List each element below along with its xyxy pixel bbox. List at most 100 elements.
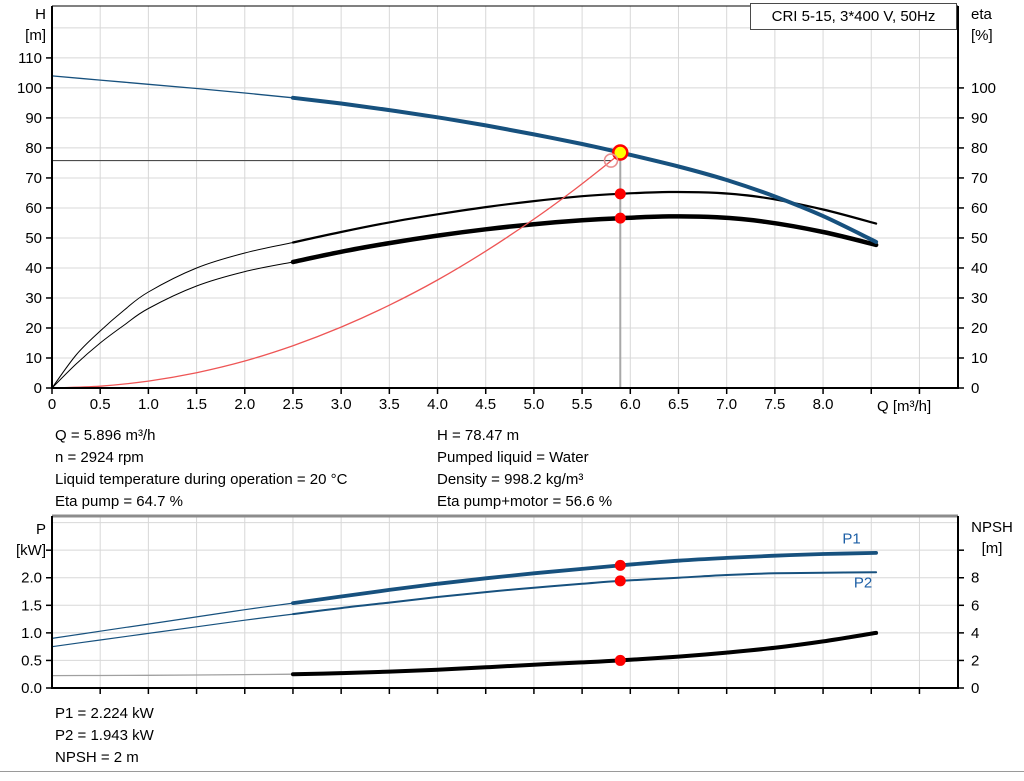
y-left-tick-label: 2.0 xyxy=(21,570,42,587)
y-left-tick-label: 1.5 xyxy=(21,597,42,614)
y-right-tick-label: 20 xyxy=(971,320,988,337)
x-tick-label: 6.5 xyxy=(668,396,689,413)
bottom-divider xyxy=(0,771,1024,772)
y-right-tick-label: 0 xyxy=(971,380,979,397)
y-right-tick-label: 6 xyxy=(971,597,979,614)
power-line-p2: P2 = 1.943 kW xyxy=(55,727,154,744)
eta-pump-motor-curve xyxy=(290,214,879,265)
y-right-tick-label: 50 xyxy=(971,230,988,247)
npsh-curve xyxy=(291,630,879,677)
eta-pump-motor-curve-thin xyxy=(51,261,294,389)
p1-marker xyxy=(614,559,626,571)
x-tick-label: 6.0 xyxy=(620,396,641,413)
power-text: P1 = 2.224 kW P2 = 1.943 kW NPSH = 2 m xyxy=(55,703,154,769)
power-line-npsh: NPSH = 2 m xyxy=(55,749,139,766)
y-left-tick-label: 90 xyxy=(25,110,42,127)
duty-point-marker[interactable] xyxy=(612,144,629,161)
p1-curve-label: P1 xyxy=(842,531,860,548)
y-left-tick-label: 1.0 xyxy=(21,625,42,642)
y-right-tick-label: 60 xyxy=(971,200,988,217)
y-right-tick-label: 90 xyxy=(971,110,988,127)
npsh-axis-title: NPSH [m] xyxy=(962,517,1022,559)
power-line-p1: P1 = 2.224 kW xyxy=(55,705,154,722)
y-right-tick-label: 2 xyxy=(971,652,979,669)
eta-pump-curve xyxy=(291,190,878,244)
requested-duty-marker xyxy=(603,153,619,168)
p2-curve xyxy=(292,571,878,616)
p-axis-title-line1: P xyxy=(35,521,46,538)
h-axis-title: H [m] xyxy=(6,4,46,46)
x-tick-label: 4.5 xyxy=(475,396,496,413)
h-axis-title-line1: H xyxy=(35,6,46,23)
y-right-tick-label: 80 xyxy=(971,140,988,157)
x-tick-label: 5.5 xyxy=(572,396,593,413)
duty-line-density: Density = 998.2 kg/m³ xyxy=(437,471,584,488)
duty-text-left: Q = 5.896 m³/h n = 2924 rpm Liquid tempe… xyxy=(55,425,347,513)
x-tick-label: 1.5 xyxy=(186,396,207,413)
eta-pump-curve-thin xyxy=(51,242,294,389)
x-tick-label: 5.0 xyxy=(523,396,544,413)
duty-line-temperature: Liquid temperature during operation = 20… xyxy=(55,471,348,488)
x-tick-label: 1.0 xyxy=(138,396,159,413)
p2-curve-label: P2 xyxy=(854,575,872,592)
duty-text-right: H = 78.47 m Pumped liquid = Water Densit… xyxy=(437,425,612,513)
p-axis-title-line2: [kW] xyxy=(16,542,46,559)
duty-line-n: n = 2924 rpm xyxy=(55,449,144,466)
eta-axis-title: eta [%] xyxy=(971,4,1021,46)
eta-pump-motor-marker xyxy=(614,212,626,224)
y-left-tick-label: 30 xyxy=(25,290,42,307)
pump-title-box: CRI 5-15, 3*400 V, 50Hz xyxy=(750,3,957,30)
y-right-tick-label: 70 xyxy=(971,170,988,187)
p-axis-title: P [kW] xyxy=(4,519,46,561)
eta-axis-title-line1: eta xyxy=(971,6,992,23)
duty-line-q: Q = 5.896 m³/h xyxy=(55,427,156,444)
x-tick-label: 0 xyxy=(48,396,56,413)
duty-line-liquid: Pumped liquid = Water xyxy=(437,449,589,466)
y-right-tick-label: 100 xyxy=(971,80,996,97)
p2-marker xyxy=(614,575,626,587)
y-left-tick-label: 10 xyxy=(25,350,42,367)
y-left-tick-label: 40 xyxy=(25,260,42,277)
p1-curve-thin xyxy=(51,602,294,639)
x-tick-label: 3.0 xyxy=(331,396,352,413)
y-left-tick-label: 110 xyxy=(18,50,42,67)
y-right-tick-label: 8 xyxy=(971,570,979,587)
npsh-marker xyxy=(614,654,626,666)
npsh-curve-thin xyxy=(51,673,294,677)
duty-line-h: H = 78.47 m xyxy=(437,427,520,444)
x-tick-label: 3.5 xyxy=(379,396,400,413)
p1-curve xyxy=(291,551,878,605)
x-tick-label: 7.5 xyxy=(764,396,785,413)
y-right-tick-label: 30 xyxy=(971,290,988,307)
y-left-tick-label: 20 xyxy=(25,320,42,337)
pump-qh-curve-thin xyxy=(51,75,294,99)
eta-pump-marker xyxy=(614,188,626,200)
y-left-tick-label: 60 xyxy=(25,200,42,217)
eta-axis-title-line2: [%] xyxy=(971,27,993,44)
duty-line-eta-pump-motor: Eta pump+motor = 56.6 % xyxy=(437,493,613,510)
y-right-tick-label: 0 xyxy=(971,680,979,697)
pump-title: CRI 5-15, 3*400 V, 50Hz xyxy=(771,8,936,25)
npsh-axis-title-line2: [m] xyxy=(981,540,1003,557)
y-left-tick-label: 100 xyxy=(17,80,42,97)
y-left-tick-label: 0.0 xyxy=(21,680,42,697)
x-tick-label: 4.0 xyxy=(427,396,448,413)
npsh-axis-title-line1: NPSH xyxy=(971,519,1013,536)
p2-curve-thin xyxy=(51,613,294,648)
x-tick-label: 2.0 xyxy=(234,396,255,413)
y-right-tick-label: 10 xyxy=(971,350,988,367)
pump-qh-curve xyxy=(291,95,879,244)
h-axis-title-line2: [m] xyxy=(25,27,46,44)
x-tick-label: 0.5 xyxy=(90,396,111,413)
system-curve xyxy=(51,152,621,389)
duty-line-eta-pump: Eta pump = 64.7 % xyxy=(55,493,183,510)
x-tick-label: 7.0 xyxy=(716,396,737,413)
y-left-tick-label: 80 xyxy=(25,140,42,157)
y-right-tick-label: 40 xyxy=(971,260,988,277)
q-axis-title: Q [m³/h] xyxy=(877,398,932,415)
x-tick-label: 2.5 xyxy=(283,396,304,413)
y-left-tick-label: 0 xyxy=(34,380,42,397)
y-right-tick-label: 4 xyxy=(971,625,979,642)
